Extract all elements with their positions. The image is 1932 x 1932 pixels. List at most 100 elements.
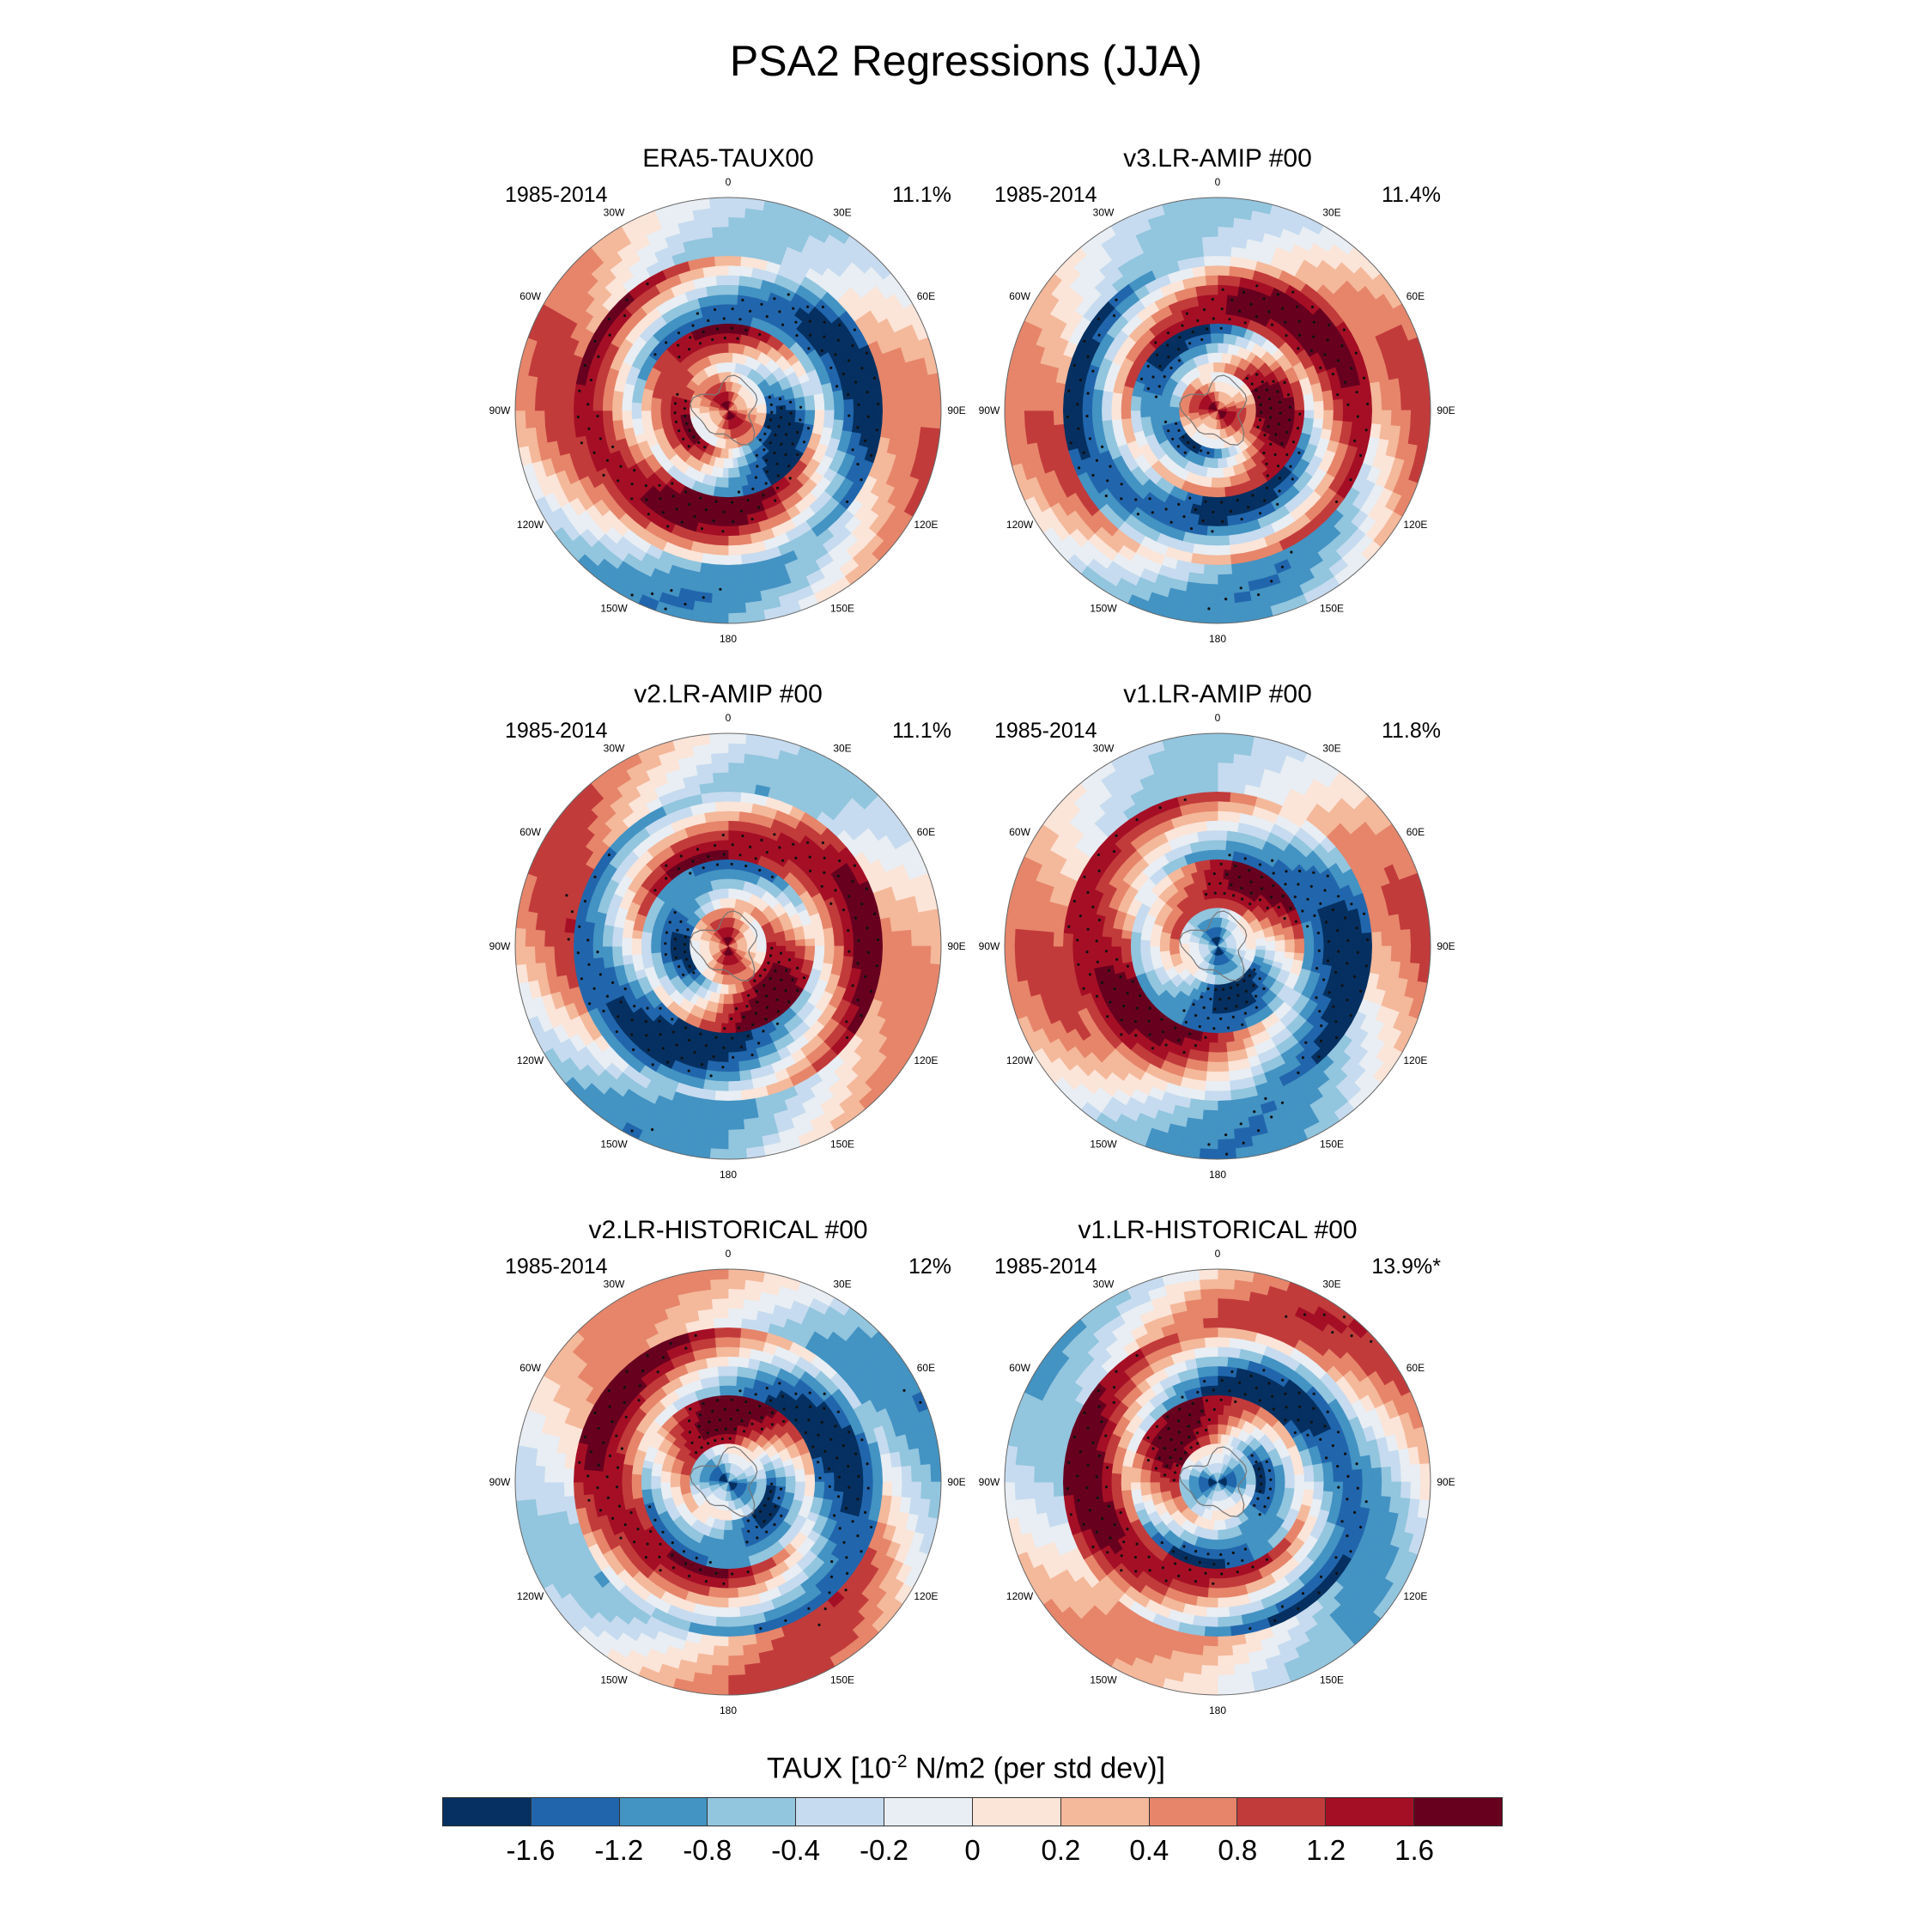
longitude-label: 60W (1009, 1362, 1030, 1374)
longitude-label: 90E (1437, 1476, 1455, 1488)
colorbar-title-suffix: N/m2 (per std dev)] (907, 1752, 1165, 1785)
longitude-label: 180 (720, 633, 737, 645)
antarctica-coastline (690, 1446, 758, 1517)
antarctica-coastline (1179, 1446, 1248, 1517)
anomaly-field (1005, 733, 1431, 1159)
longitude-label: 180 (1209, 633, 1226, 645)
panel-years: 1985-2014 (505, 719, 608, 743)
colorbar-box (443, 1798, 532, 1826)
map-panel: 0 30E 60E 90E 120E 150E 180 150W 120W 90W 60W 30W v2… (471, 680, 986, 1181)
longitude-label: 30E (1322, 1279, 1340, 1291)
longitude-label: 0 (726, 712, 732, 724)
map-border (1004, 197, 1431, 624)
colorbar-tick-label: -0.8 (683, 1834, 732, 1866)
longitude-label: 60E (1406, 826, 1425, 838)
panel-variance-percent: 11.1% (891, 183, 951, 207)
colorbar-tick-label: 1.6 (1394, 1834, 1435, 1866)
panel-title: v1.LR-AMIP #00 (1123, 680, 1312, 708)
longitude-label: 90W (489, 940, 511, 952)
anomaly-field (1005, 1269, 1431, 1695)
colorbar-box (531, 1798, 620, 1826)
panel-variance-percent: 11.4% (1381, 183, 1441, 207)
longitude-label: 30E (833, 207, 851, 219)
anomaly-field (515, 197, 941, 623)
longitude-label: 0 (1215, 712, 1221, 724)
longitude-label: 30W (1093, 207, 1115, 219)
map-panel: 0 30E 60E 90E 120E 150E 180 150W 120W 90W 60W 30W v1… (960, 680, 1475, 1181)
longitude-label: 90W (979, 940, 1000, 952)
anomaly-field (515, 733, 941, 1159)
longitude-label: 60W (519, 1362, 541, 1374)
longitude-label: 150E (1320, 1138, 1344, 1150)
panel-variance-percent: 12% (908, 1255, 951, 1279)
map-border (1004, 1268, 1431, 1696)
longitude-label: 180 (1209, 1704, 1226, 1716)
longitude-label: 120E (1403, 1590, 1427, 1602)
longitude-label: 150E (830, 602, 854, 614)
colorbar-tick-label: 0.2 (1041, 1834, 1081, 1866)
longitude-label: 30W (1093, 1279, 1115, 1291)
longitude-label: 60E (1406, 1362, 1425, 1374)
longitude-label: 120W (1006, 1054, 1034, 1066)
longitude-label: 0 (726, 176, 732, 188)
colorbar-box (1414, 1798, 1502, 1826)
longitude-label: 30E (833, 1279, 851, 1291)
panel-variance-percent: 13.9%* (1371, 1255, 1441, 1279)
panel-title: v2.LR-AMIP #00 (634, 680, 823, 708)
longitude-label: 60W (519, 826, 541, 838)
longitude-label: 60W (519, 290, 541, 302)
longitude-label: 90W (979, 1476, 1000, 1488)
panel-variance-percent: 11.1% (891, 719, 951, 743)
colorbar-box (708, 1798, 797, 1826)
longitude-label: 120E (1403, 1054, 1427, 1066)
colorbar-box (1326, 1798, 1415, 1826)
longitude-label: 30W (604, 1279, 625, 1291)
map-border (1004, 732, 1431, 1160)
colorbar-box (1060, 1798, 1150, 1826)
longitude-label: 90W (489, 1476, 511, 1488)
colorbar-tick-label: -0.2 (860, 1834, 909, 1866)
longitude-label: 150E (1320, 1674, 1344, 1686)
antarctica-coastline (1179, 910, 1248, 981)
longitude-label: 150E (830, 1674, 854, 1686)
longitude-label: 120W (517, 519, 544, 531)
longitude-label: 30E (1322, 743, 1340, 755)
longitude-label: 180 (720, 1704, 737, 1716)
colorbar-box (796, 1798, 885, 1826)
longitude-label: 180 (1209, 1169, 1226, 1181)
polar-map: 0 30E 60E 90E 120E 150E 180 150W 120W 90W 60W 30W (489, 176, 966, 645)
polar-map: 0 30E 60E 90E 120E 150E 180 150W 120W 90W 60W 30W (979, 712, 1455, 1181)
longitude-label: 60W (1009, 290, 1030, 302)
panel-years: 1985-2014 (994, 1255, 1097, 1279)
colorbar-tick-label: -1.2 (594, 1834, 644, 1866)
longitude-label: 60E (1406, 290, 1425, 302)
map-panel: 0 30E 60E 90E 120E 150E 180 150W 120W 90W 60W 30W ER… (471, 144, 986, 645)
anomaly-field (1005, 197, 1431, 623)
colorbar-title-exponent: -2 (890, 1752, 908, 1771)
longitude-label: 60E (917, 290, 935, 302)
colorbar-box (1237, 1798, 1327, 1826)
longitude-label: 0 (1215, 176, 1221, 188)
colorbar-title: TAUX [10-2 N/m2 (per std dev)] (0, 1752, 1932, 1785)
figure-title: PSA2 Regressions (JJA) (729, 37, 1203, 85)
colorbar-box (619, 1798, 708, 1826)
longitude-label: 150W (600, 1674, 628, 1686)
longitude-label: 0 (1215, 1248, 1221, 1260)
panel-variance-percent: 11.8% (1381, 719, 1441, 743)
longitude-label: 150W (600, 602, 628, 614)
colorbar-box (884, 1798, 973, 1826)
longitude-label: 120W (517, 1590, 544, 1602)
longitude-label: 60W (1009, 826, 1030, 838)
longitude-label: 60E (917, 1362, 935, 1374)
colorbar-labels: -1.6 -1.2 -0.8 -0.4 -0.2 0 0.2 0.4 0.8 1.2 1.6 (442, 1834, 1503, 1868)
panel-years: 1985-2014 (505, 183, 608, 207)
map-panel: 0 30E 60E 90E 120E 150E 180 150W 120W 90W 60W 30W v3… (960, 144, 1475, 645)
longitude-label: 120E (914, 1590, 938, 1602)
longitude-label: 90E (1437, 404, 1455, 416)
longitude-label: 150W (1090, 1674, 1117, 1686)
map-border (514, 197, 942, 624)
longitude-label: 150E (1320, 602, 1344, 614)
longitude-label: 30E (833, 743, 851, 755)
panel-title: v1.LR-HISTORICAL #00 (1078, 1216, 1358, 1244)
